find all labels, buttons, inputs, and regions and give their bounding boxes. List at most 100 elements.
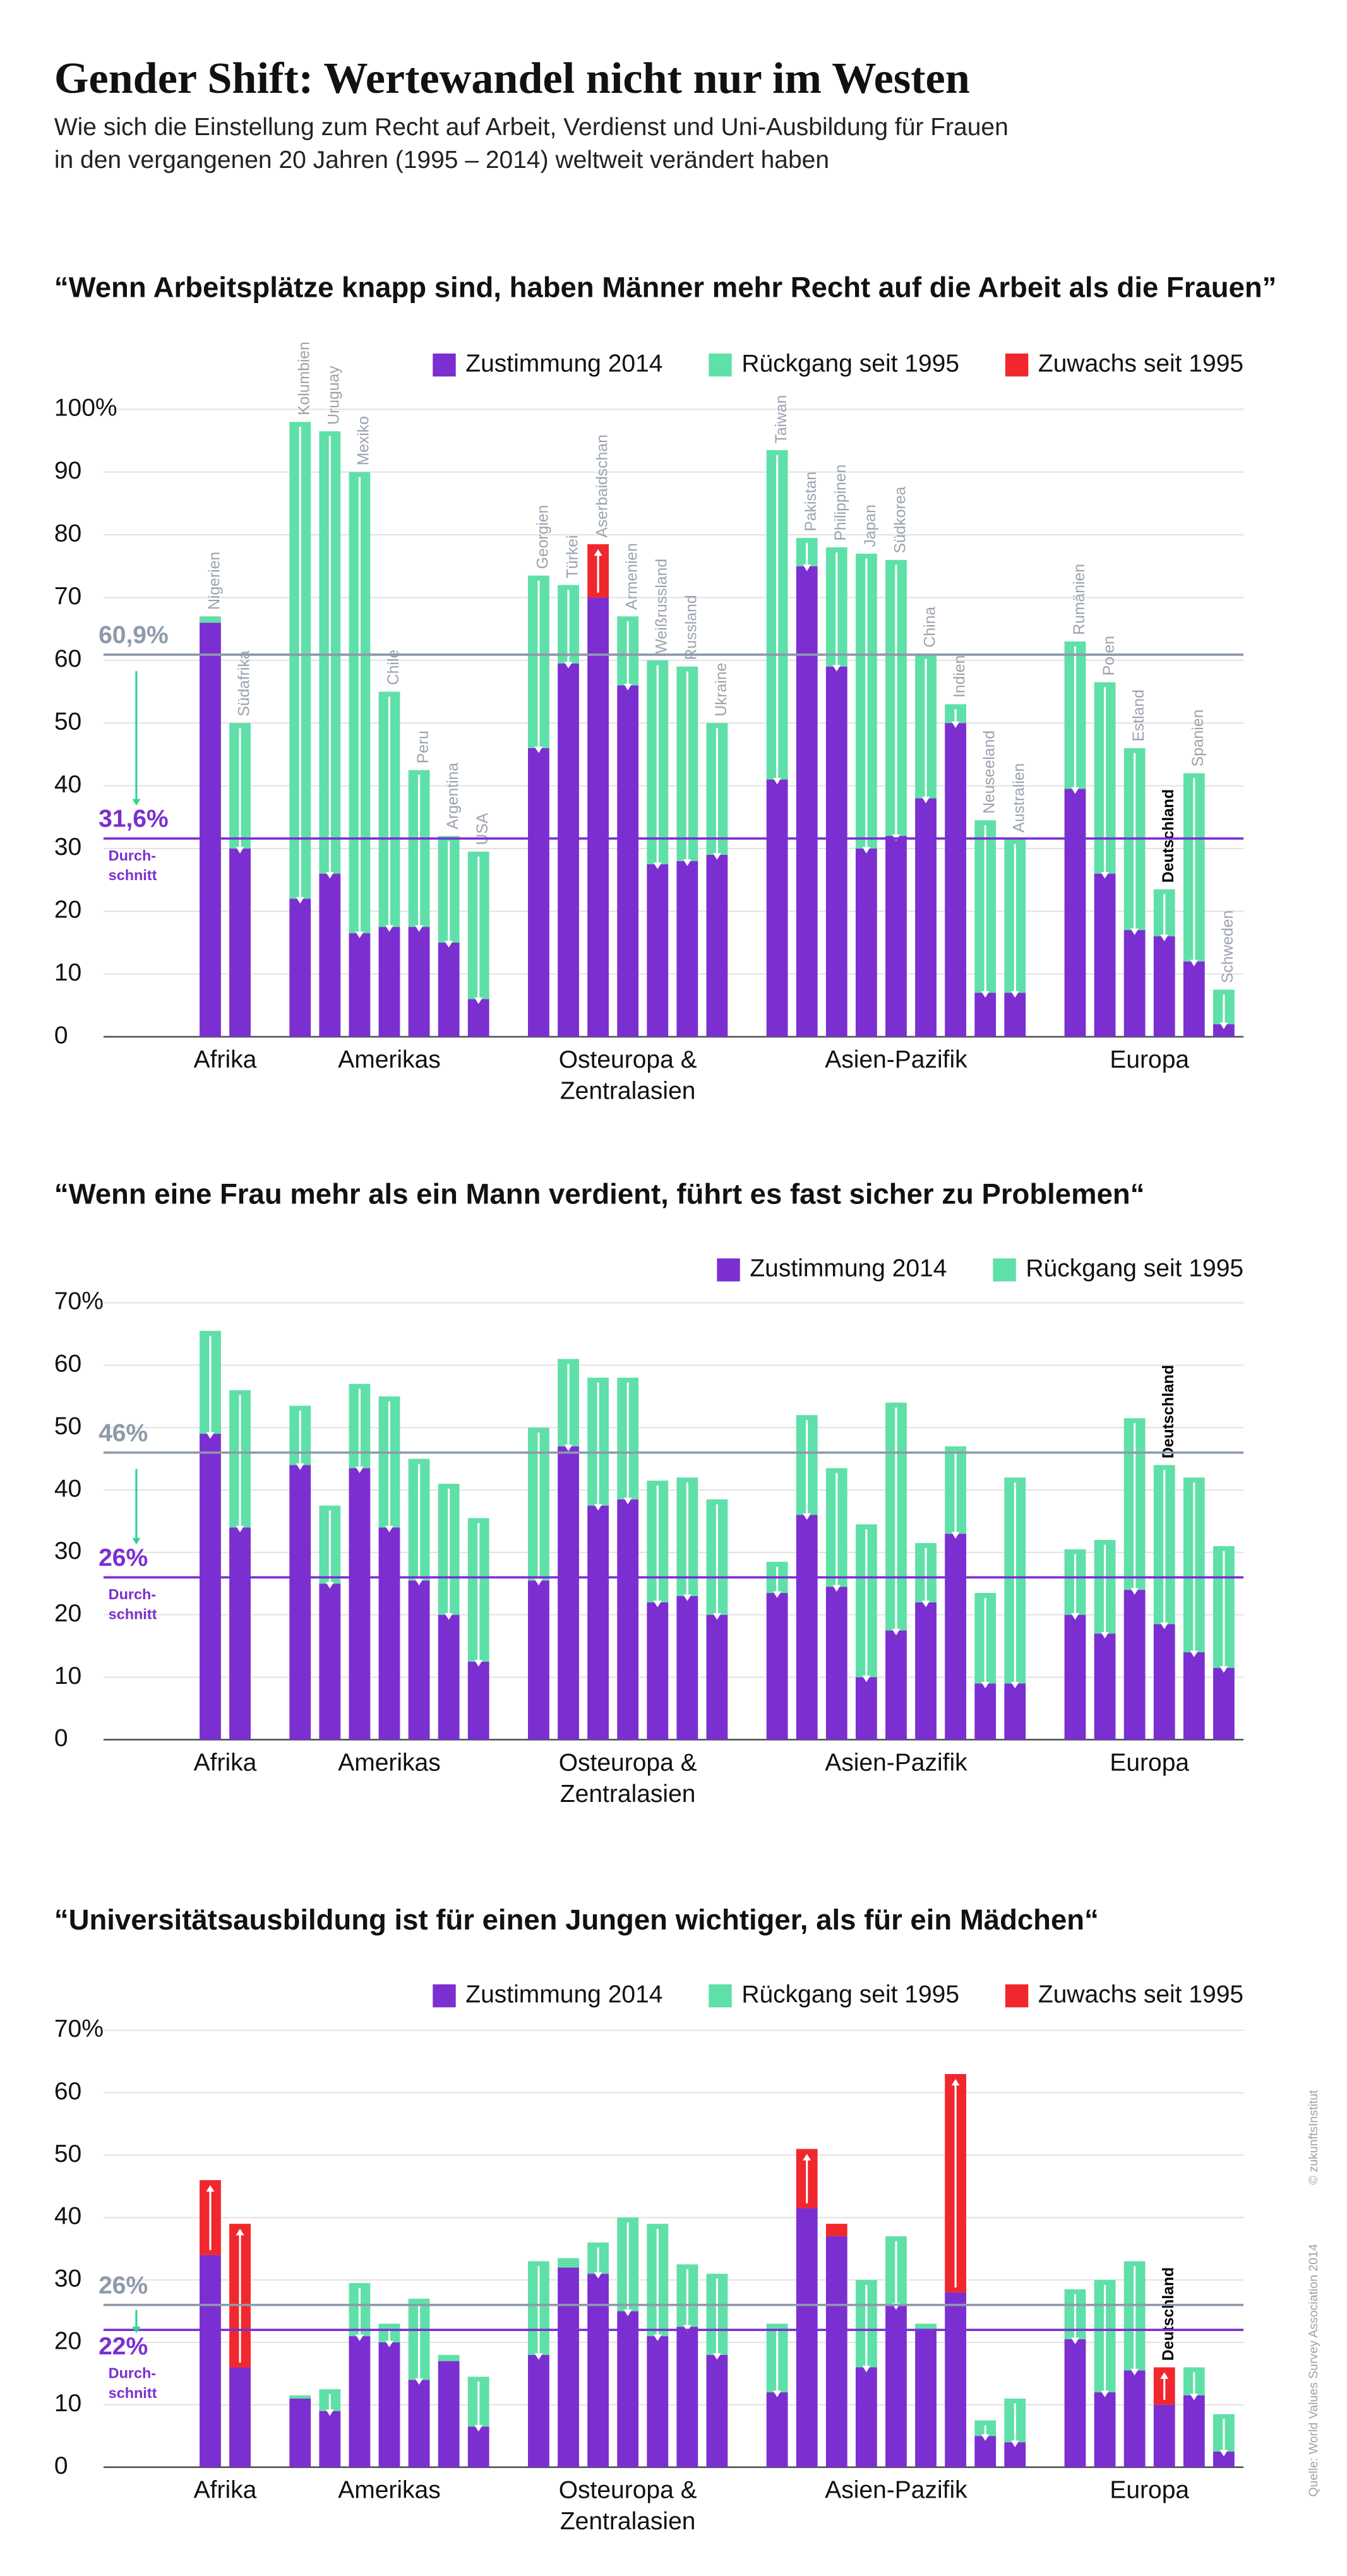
y-tick-label: 60 bbox=[54, 645, 81, 672]
reference-note: schnitt bbox=[109, 2385, 157, 2401]
group-label: Asien-Pazifik bbox=[825, 1046, 967, 1073]
bar-segment bbox=[1094, 1633, 1116, 1740]
arrow-head bbox=[1160, 2372, 1169, 2379]
bar-segment bbox=[617, 685, 639, 1037]
arrow-head bbox=[623, 2309, 632, 2317]
y-tick-label: 20 bbox=[54, 1600, 81, 1627]
legend-label: Rückgang seit 1995 bbox=[1026, 1255, 1243, 1282]
credit: © zukunftsInstitut bbox=[1307, 2090, 1320, 2185]
bar-segment bbox=[945, 723, 967, 1037]
arrow-head bbox=[206, 1432, 215, 1439]
bar-segment bbox=[408, 2380, 430, 2467]
bar-segment bbox=[766, 1593, 788, 1740]
arrow-head bbox=[712, 853, 721, 860]
arrow-head bbox=[892, 1628, 901, 1636]
arrow-head bbox=[236, 1525, 244, 1533]
y-tick-label: 20 bbox=[54, 2327, 81, 2354]
arrow-head bbox=[325, 2409, 334, 2416]
category-label: USA bbox=[474, 813, 491, 845]
arrow-head bbox=[1190, 1650, 1199, 1657]
arrow-head bbox=[534, 746, 543, 753]
arrow-head bbox=[1130, 1588, 1139, 1595]
arrow-head bbox=[1010, 1681, 1019, 1689]
bar-segment bbox=[766, 2392, 788, 2467]
y-tick-label: 40 bbox=[54, 1475, 81, 1502]
bar-segment bbox=[558, 663, 579, 1037]
bar-segment bbox=[676, 2327, 698, 2467]
arrow-head bbox=[474, 997, 483, 1005]
y-tick-label: 50 bbox=[54, 2140, 81, 2168]
arrow-head bbox=[385, 2340, 393, 2347]
bar-segment bbox=[1213, 1667, 1235, 1740]
bar-segment bbox=[438, 1614, 460, 1740]
category-label: Uruguay bbox=[326, 366, 343, 425]
arrow-head bbox=[981, 991, 990, 998]
legend-swatch bbox=[433, 353, 456, 377]
bar-segment bbox=[1153, 2404, 1175, 2467]
arrow-head bbox=[951, 721, 960, 728]
arrow-head bbox=[773, 778, 782, 785]
legend-label: Zuwachs seit 1995 bbox=[1038, 1981, 1243, 2008]
bar-segment bbox=[706, 854, 728, 1037]
category-label: Taiwan bbox=[773, 395, 790, 444]
bar-segment bbox=[796, 566, 818, 1037]
arrow-head bbox=[653, 2334, 662, 2341]
bar-segment bbox=[349, 933, 371, 1037]
bar-segment bbox=[1153, 936, 1175, 1037]
arrow-head bbox=[594, 549, 602, 556]
category-label: Philippinen bbox=[832, 465, 849, 541]
reference-label: 31,6% bbox=[99, 806, 169, 833]
bar-segment bbox=[915, 798, 937, 1037]
arrow-head bbox=[862, 1675, 871, 1683]
arrow-head bbox=[623, 1498, 632, 1505]
bar-segment bbox=[378, 1527, 400, 1740]
legend-swatch bbox=[1005, 353, 1029, 377]
bar-segment bbox=[945, 2292, 967, 2467]
legend-swatch bbox=[717, 1258, 740, 1282]
legend-label: Rückgang seit 1995 bbox=[741, 350, 959, 377]
legend-swatch bbox=[709, 1984, 732, 2008]
y-tick-label: 60 bbox=[54, 2078, 81, 2105]
category-label: Kolumbien bbox=[296, 342, 313, 415]
y-tick-label: 100% bbox=[54, 395, 117, 422]
chart-title: “Universitätsausbildung ist für einen Ju… bbox=[54, 1904, 1099, 1936]
bar-segment bbox=[289, 898, 311, 1037]
arrow-head bbox=[385, 1525, 393, 1533]
bar-segment bbox=[408, 1580, 430, 1740]
bar-segment bbox=[885, 836, 907, 1037]
bar-segment bbox=[289, 2398, 311, 2467]
legend-label: Zustimmung 2014 bbox=[750, 1255, 947, 1282]
bar-segment bbox=[587, 597, 609, 1037]
y-tick-label: 90 bbox=[54, 457, 81, 484]
arrow-head bbox=[803, 1513, 811, 1520]
arrow-head bbox=[653, 862, 662, 869]
category-label: Japan bbox=[862, 504, 879, 547]
arrow-head bbox=[1070, 2337, 1080, 2344]
reference-note: schnitt bbox=[109, 1606, 157, 1622]
category-label: Südkorea bbox=[892, 486, 909, 553]
arrow-head bbox=[132, 799, 141, 806]
bar-segment bbox=[676, 1595, 698, 1740]
arrow-head bbox=[206, 2185, 215, 2192]
y-tick-label: 0 bbox=[54, 1022, 68, 1049]
bar-segment bbox=[229, 1527, 251, 1740]
arrow-head bbox=[1160, 1622, 1169, 1630]
y-tick-label: 50 bbox=[54, 1412, 81, 1440]
bar-segment bbox=[855, 1677, 877, 1740]
group-label: Afrika bbox=[194, 1750, 257, 1777]
arrow-head bbox=[1070, 787, 1080, 794]
legend-label: Zustimmung 2014 bbox=[465, 350, 662, 377]
bar-segment bbox=[796, 1515, 818, 1740]
arrow-head bbox=[773, 1591, 782, 1598]
arrow-head bbox=[832, 1585, 841, 1592]
category-label: Pakistan bbox=[803, 472, 820, 532]
bar-segment bbox=[885, 1630, 907, 1740]
bar-segment bbox=[200, 1433, 221, 1740]
group-label: Europa bbox=[1110, 1046, 1189, 1073]
y-tick-label: 40 bbox=[54, 2203, 81, 2230]
bar-segment bbox=[1183, 961, 1205, 1037]
arrow-head bbox=[415, 1578, 424, 1586]
category-label: Nigerien bbox=[206, 552, 223, 610]
bar-segment bbox=[915, 2323, 937, 2330]
